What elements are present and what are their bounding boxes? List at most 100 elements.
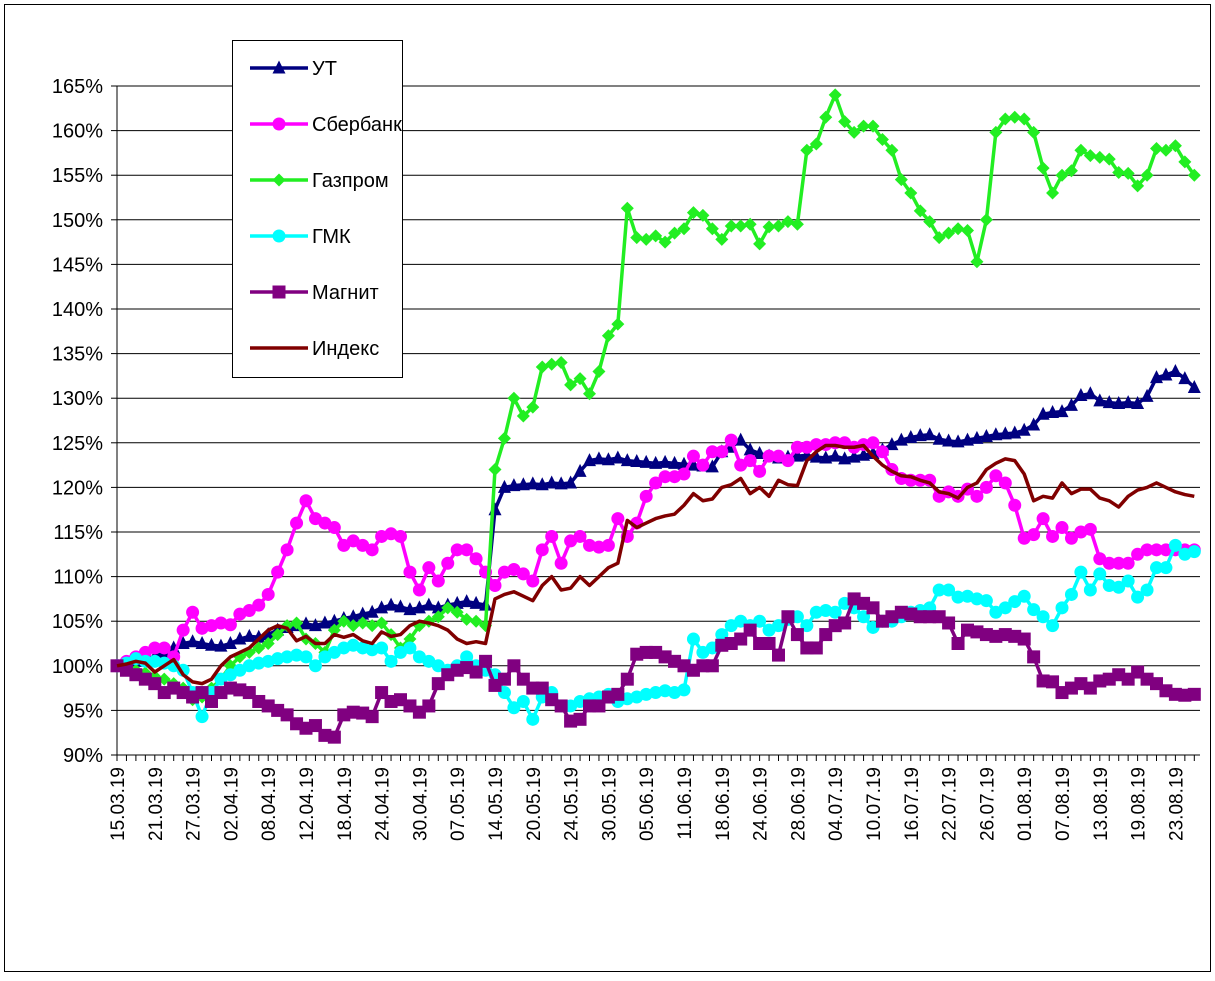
data-point [1027,417,1041,431]
data-point [157,641,171,655]
data-point [715,232,729,246]
data-point [1102,556,1116,570]
data-point [1074,143,1088,157]
data-point [469,665,483,679]
y-tick-label: 115% [53,522,103,544]
data-point [554,699,568,713]
data-point [384,597,398,611]
data-point [1168,363,1182,377]
x-tick-label: 08.04.19 [259,767,280,841]
legend-label: Магнит [312,282,379,304]
data-point [516,409,530,423]
data-point [271,565,285,579]
data-point [290,516,304,530]
data-point [686,632,700,646]
data-point [384,654,398,668]
data-point [1121,166,1135,180]
data-point [488,463,502,477]
data-point [365,710,379,724]
data-point [942,583,956,597]
data-point [394,599,407,613]
data-point [583,453,596,467]
data-point [403,565,417,579]
data-point [554,356,568,370]
data-point [1027,125,1041,139]
data-point [1168,538,1182,552]
data-point [394,529,407,543]
data-point [979,480,993,494]
data-point [469,614,483,628]
data-point [242,603,256,617]
x-tick-label: 04.07.19 [826,767,847,841]
data-point [932,583,946,597]
data-point [545,475,559,489]
data-point [1046,619,1060,633]
data-point [705,445,719,459]
y-tick-label: 150% [52,210,103,232]
data-point [412,583,426,597]
data-point [961,224,974,238]
y-tick-label: 145% [52,254,103,276]
data-point [223,618,237,632]
series [116,443,1195,686]
data-point [923,215,937,229]
data-point [715,445,729,459]
data-point [1064,587,1078,601]
data-point [1102,395,1116,409]
data-point [299,650,313,664]
data-point [261,637,275,650]
data-point [1064,531,1078,545]
data-point [942,616,956,630]
data-point [375,616,389,630]
data-point [772,219,785,233]
x-tick-label: 07.08.19 [1053,767,1074,841]
y-tick-label: 110% [53,567,103,589]
data-point [989,469,1003,483]
data-point [1150,561,1163,575]
data-point [989,427,1003,441]
data-point [828,448,842,462]
data-point [1055,168,1069,182]
data-point [554,556,568,570]
data-point [1083,583,1097,597]
data-point [1102,152,1116,166]
data-point [705,659,719,673]
data-point [422,597,436,611]
data-point [261,627,275,641]
data-point [942,226,956,240]
data-point [205,637,218,651]
data-point [1083,386,1097,400]
data-point [649,229,663,243]
data-point [1093,150,1107,164]
data-point [668,226,682,240]
x-tick-label: 18.04.19 [335,767,356,841]
data-point [327,730,341,744]
data-point [403,641,417,655]
x-tick-label: 26.07.19 [977,767,998,841]
data-point [970,430,984,444]
data-point [280,543,294,557]
data-point [611,687,625,701]
y-tick-label: 160% [52,121,103,143]
data-point [620,672,634,686]
legend-marker [272,117,286,131]
data-point [308,719,322,733]
data-point [686,449,700,463]
data-point [724,433,738,447]
data-point [951,434,965,448]
data-point [800,143,814,157]
data-point [875,133,889,147]
data-point [1187,168,1201,182]
legend-label: Газпром [312,170,389,192]
data-point [942,433,956,447]
data-point [1112,166,1126,180]
data-point [1168,139,1182,153]
series-line [116,443,1195,686]
data-point [441,601,455,615]
data-point [998,601,1012,615]
x-tick-label: 12.04.19 [297,767,318,841]
legend-label: Индекс [312,338,379,360]
data-point [677,222,691,236]
data-point [252,641,266,655]
data-point [923,427,937,441]
